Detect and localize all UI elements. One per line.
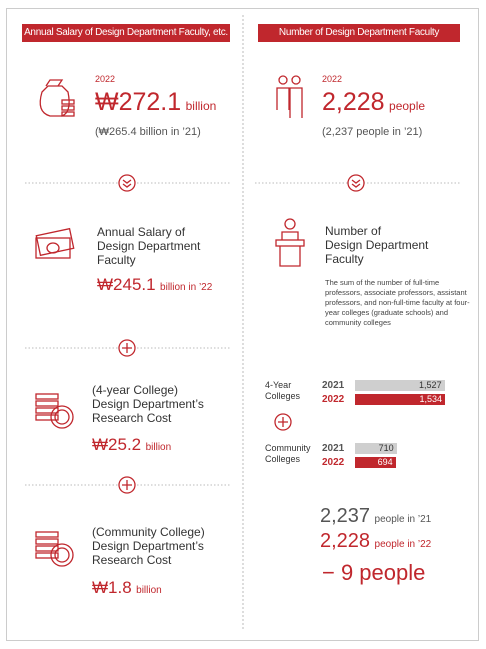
header: Annual Salary of Design Department Facul…: [22, 24, 230, 42]
year: 2022: [322, 394, 345, 405]
bar: [355, 394, 445, 405]
title-line: Research Cost: [92, 553, 172, 567]
value: ₩1.8: [92, 578, 132, 597]
title-line: Research Cost: [92, 411, 172, 425]
title-line: (4-year College): [92, 383, 179, 397]
year: 2022: [322, 457, 345, 468]
item-title: (Community College) Design Department’s Re…: [92, 525, 205, 567]
year: 2021: [322, 443, 345, 454]
bar: [355, 457, 396, 468]
bar-label: 694: [377, 457, 393, 467]
title-line: Design Department: [325, 238, 429, 252]
title-line: Number of: [325, 224, 382, 238]
year: 2022: [322, 74, 343, 84]
header: Number of Design Department Faculty: [258, 24, 460, 42]
value: 2,228: [322, 88, 385, 116]
item-value: ₩245.1 billion in ’22: [97, 275, 212, 295]
unit: billion: [136, 585, 162, 596]
item-title: Annual Salary of Design Department Faculty: [97, 225, 200, 267]
group-label: Community Colleges: [265, 443, 311, 465]
value: ₩245.1: [97, 275, 156, 294]
label-line: Community: [265, 443, 311, 453]
year: 2021: [322, 380, 345, 391]
bar: [355, 443, 397, 454]
item-title: (4-year College) Design Department’s Resea…: [92, 383, 204, 425]
item-value: ₩1.8 billion: [92, 578, 162, 598]
summary: 2,237 people in ’21: [320, 505, 431, 528]
label-line: Colleges: [265, 454, 301, 464]
unit: billion: [145, 442, 172, 453]
value: 2,237: [320, 505, 371, 527]
title-line: Annual Salary of: [97, 225, 186, 239]
label-line: 4-Year: [265, 380, 292, 390]
title-line: Design Department’s: [92, 539, 204, 553]
bar: [355, 380, 445, 391]
item-value: ₩25.2 billion: [92, 435, 171, 455]
value: ₩25.2: [92, 435, 142, 454]
prev: (₩265.4 billion in ’21): [95, 126, 201, 138]
title-line: Design Department: [97, 239, 201, 253]
unit: billion: [185, 99, 217, 113]
unit: people in ’22: [374, 539, 432, 550]
title-line: Design Department’s: [92, 397, 204, 411]
bar-label: 710: [378, 443, 394, 453]
unit: billion in ’22: [160, 282, 213, 293]
note: The sum of the number of full-time profe…: [325, 278, 470, 327]
bar-label: 1,534: [419, 394, 442, 404]
difference: − 9 people: [322, 560, 426, 585]
detail-title: Number of Design Department Faculty: [325, 224, 428, 266]
bar-label: 1,527: [419, 380, 442, 390]
total: 2,228 people: [322, 88, 425, 117]
label-line: Colleges: [265, 391, 301, 401]
group-label: 4-Year Colleges: [265, 380, 300, 402]
title-line: Faculty: [97, 253, 136, 267]
value: 2,228: [320, 530, 371, 552]
value: ₩272.1: [95, 88, 182, 116]
title-line: (Community College): [92, 525, 205, 539]
unit: people in ’21: [374, 514, 432, 525]
summary: 2,228 people in ’22: [320, 530, 431, 553]
prev: (2,237 people in ’21): [322, 126, 423, 138]
year: 2022: [95, 74, 116, 84]
unit: people: [389, 99, 426, 113]
title-line: Faculty: [325, 252, 364, 266]
total: ₩272.1 billion: [95, 88, 216, 117]
